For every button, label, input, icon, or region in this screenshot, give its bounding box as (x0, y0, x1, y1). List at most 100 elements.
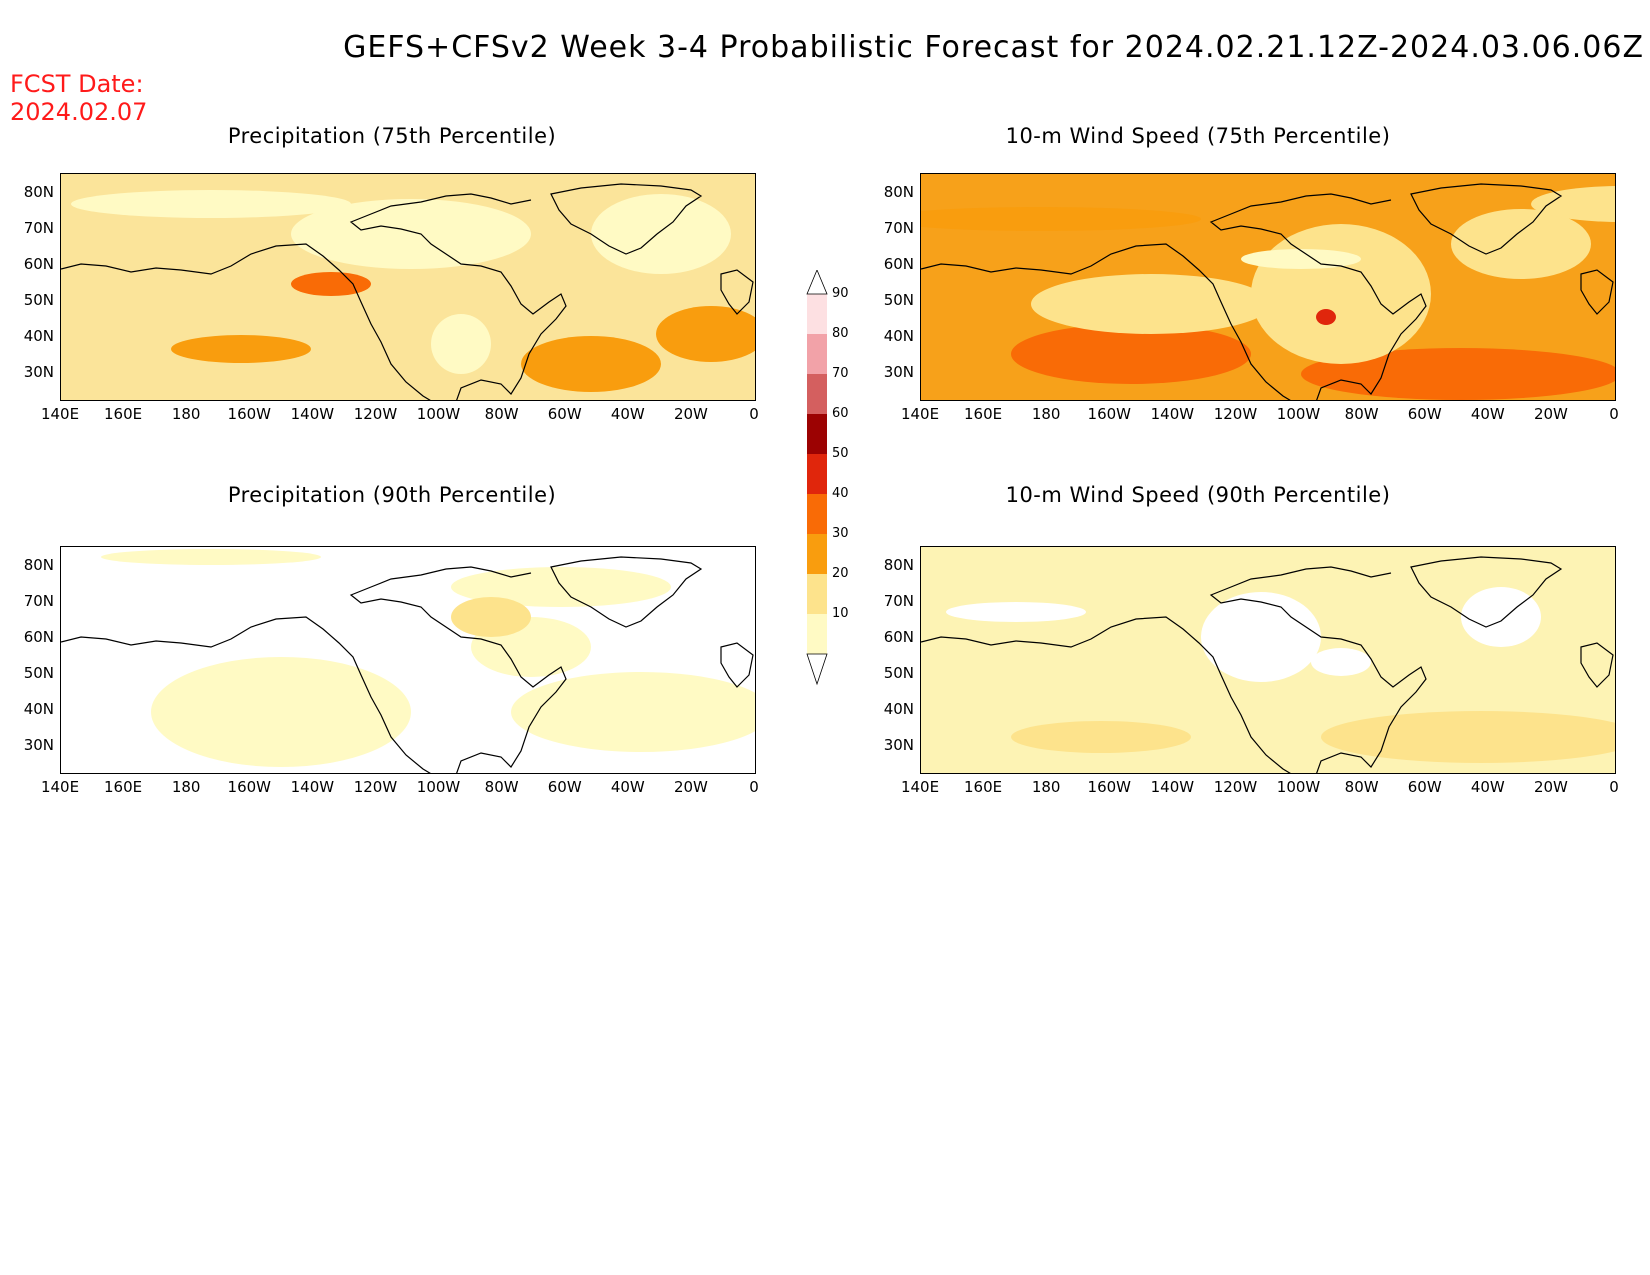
lon-tick-label: 140W (290, 778, 335, 796)
coastline (61, 183, 754, 400)
colorbar-tick-label: 20 (832, 566, 849, 581)
lat-tick-label: 40N (883, 700, 914, 718)
lat-tick-label: 30N (883, 363, 914, 381)
contour-region (291, 272, 371, 296)
colorbar-segment (807, 294, 827, 334)
contour-region (171, 335, 311, 363)
lon-tick-label: 120W (353, 405, 398, 423)
panel-title-wind-90: 10-m Wind Speed (90th Percentile) (1005, 483, 1391, 507)
colorbar-graphic (806, 270, 828, 686)
contour-region (291, 199, 531, 269)
colorbar-segment (807, 574, 827, 614)
lon-tick-label: 140E (40, 405, 80, 423)
lat-tick-label: 80N (883, 556, 914, 574)
contour-region (521, 336, 661, 392)
lon-tick-label: 20W (673, 778, 708, 796)
lon-tick-label: 40W (610, 405, 645, 423)
lat-tick-label: 50N (23, 291, 54, 309)
lon-tick-label: 120W (1213, 778, 1258, 796)
lon-tick-label: 140E (900, 778, 940, 796)
lon-tick-label: 160W (227, 778, 271, 796)
lon-tick-label: 20W (673, 405, 708, 423)
lat-tick-label: 80N (23, 183, 54, 201)
map-precip-75 (60, 173, 756, 401)
lon-tick-label: 140E (900, 405, 940, 423)
coastline (61, 556, 754, 773)
lat-tick-label: 70N (883, 592, 914, 610)
contour-region (1241, 249, 1361, 269)
forecast-date-value: 2024.02.07 (10, 98, 148, 126)
lat-tick-label: 80N (883, 183, 914, 201)
lon-tick-label: 80W (1344, 778, 1379, 796)
coastline (921, 183, 1614, 400)
contour-region (921, 207, 1201, 231)
lon-tick-label: 180 (1031, 405, 1061, 423)
panel-title-wind-75: 10-m Wind Speed (75th Percentile) (1005, 124, 1391, 148)
lon-tick-label: 0 (749, 778, 759, 796)
lon-tick-label: 0 (1609, 405, 1619, 423)
contour-region (101, 549, 321, 565)
lon-tick-label: 160E (964, 405, 1003, 423)
colorbar-tick-label: 60 (832, 406, 849, 421)
lat-tick-label: 40N (23, 327, 54, 345)
contour-region (1011, 324, 1251, 384)
lat-tick-label: 50N (883, 664, 914, 682)
colorbar-tick-label: 90 (832, 286, 849, 301)
panel-title-precip-75: Precipitation (75th Percentile) (227, 124, 557, 148)
contour-region (1316, 309, 1336, 325)
lon-tick-label: 180 (171, 405, 201, 423)
map-wind-75 (920, 173, 1616, 401)
lat-tick-label: 30N (883, 736, 914, 754)
lat-tick-label: 40N (883, 327, 914, 345)
panel-title-precip-90: Precipitation (90th Percentile) (227, 483, 557, 507)
lon-tick-label: 180 (171, 778, 201, 796)
colorbar-segment (807, 454, 827, 494)
lon-tick-label: 80W (1344, 405, 1379, 423)
lon-tick-label: 160E (104, 778, 143, 796)
map-precip-90 (60, 546, 756, 774)
lon-tick-label: 20W (1533, 405, 1568, 423)
colorbar-segment (807, 374, 827, 414)
lon-tick-label: 60W (547, 405, 582, 423)
lon-tick-label: 60W (1407, 778, 1442, 796)
colorbar-tick-label: 30 (832, 526, 849, 541)
contour-region (1451, 209, 1591, 279)
contour-region (1251, 224, 1431, 364)
contour-region (1321, 711, 1615, 763)
lon-tick-label: 60W (547, 778, 582, 796)
lon-tick-label: 20W (1533, 778, 1568, 796)
lon-tick-label: 160W (1087, 405, 1131, 423)
lat-tick-label: 60N (883, 628, 914, 646)
lat-tick-label: 60N (883, 255, 914, 273)
colorbar-segment (807, 614, 827, 654)
contour-region (1531, 186, 1615, 222)
contour-region (1301, 348, 1615, 400)
colorbar-bottom-arrow (806, 653, 828, 686)
contour-region (1311, 648, 1371, 676)
contour-region (591, 194, 731, 274)
lon-tick-label: 100W (416, 778, 461, 796)
lat-tick-label: 60N (23, 255, 54, 273)
contour-region (71, 190, 351, 218)
forecast-date-block: FCST Date: 2024.02.07 (10, 70, 147, 126)
coastline (921, 556, 1614, 773)
lon-tick-label: 140W (1150, 405, 1195, 423)
lat-tick-label: 40N (23, 700, 54, 718)
lon-tick-label: 60W (1407, 405, 1442, 423)
contour-region (451, 567, 671, 607)
lon-tick-label: 100W (1276, 405, 1321, 423)
lat-tick-label: 30N (23, 363, 54, 381)
lon-tick-label: 140W (1150, 778, 1195, 796)
colorbar-tick-label: 40 (832, 486, 849, 501)
lon-tick-label: 160W (1087, 778, 1131, 796)
contour-region (656, 306, 755, 362)
lat-tick-label: 80N (23, 556, 54, 574)
colorbar-segment (807, 534, 827, 574)
lon-tick-label: 0 (1609, 778, 1619, 796)
colorbar-top-arrow (806, 270, 828, 295)
contour-region (1011, 721, 1191, 753)
colorbar-tick-label: 50 (832, 446, 849, 461)
lon-tick-label: 120W (1213, 405, 1258, 423)
lon-tick-label: 120W (353, 778, 398, 796)
lat-tick-label: 30N (23, 736, 54, 754)
